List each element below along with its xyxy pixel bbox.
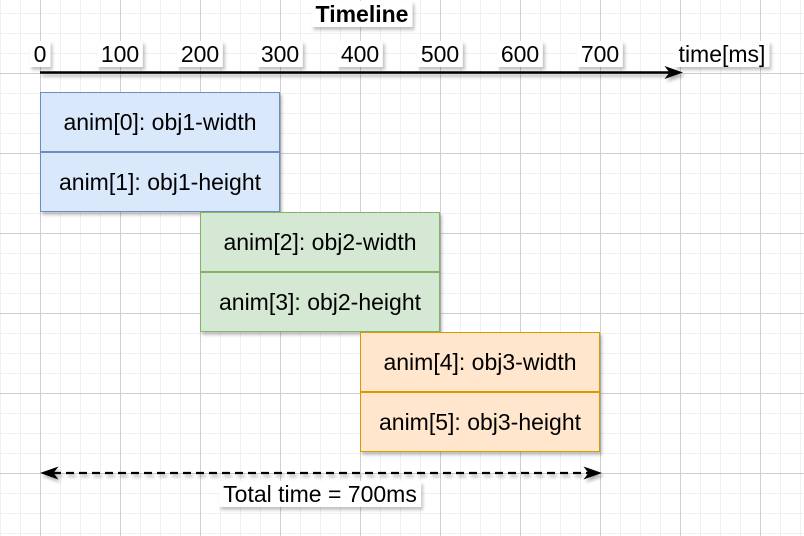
total-time-left-arrowhead-icon xyxy=(40,466,59,480)
total-time-right-arrowhead-icon xyxy=(583,466,602,480)
axis-tick-label: 700 xyxy=(576,41,624,68)
time-axis-arrowhead-icon xyxy=(664,66,683,79)
axis-tick-label: 300 xyxy=(256,41,304,68)
axis-tick-label: 600 xyxy=(496,41,544,68)
bar-label: anim[0]: obj1-width xyxy=(63,108,257,135)
timeline-bar[interactable]: anim[2]: obj2-width xyxy=(200,212,440,272)
axis-tick-label: 400 xyxy=(336,41,384,68)
axis-unit-label: time[ms] xyxy=(674,41,770,68)
timeline-bar[interactable]: anim[5]: obj3-height xyxy=(360,392,600,452)
axis-tick-label: 100 xyxy=(96,41,144,68)
bar-label: anim[4]: obj3-width xyxy=(383,348,577,375)
timeline-bar[interactable]: anim[4]: obj3-width xyxy=(360,332,600,392)
axis-tick-label: 200 xyxy=(176,41,224,68)
total-time-label: Total time = 700ms xyxy=(219,481,421,508)
diagram-title: Timeline xyxy=(311,1,413,28)
axis-tick-label: 0 xyxy=(29,41,51,68)
time-axis-arrow[interactable] xyxy=(40,66,683,79)
timeline-bar[interactable]: anim[3]: obj2-height xyxy=(200,272,440,332)
bar-label: anim[2]: obj2-width xyxy=(223,228,417,255)
timeline-bar[interactable]: anim[0]: obj1-width xyxy=(40,92,280,152)
axis-tick-label: 500 xyxy=(416,41,464,68)
bar-label: anim[3]: obj2-height xyxy=(218,288,421,315)
total-time-arrow[interactable] xyxy=(40,466,602,480)
bar-label: anim[5]: obj3-height xyxy=(378,408,581,435)
bar-label: anim[1]: obj1-height xyxy=(58,168,261,195)
timeline-bar[interactable]: anim[1]: obj1-height xyxy=(40,152,280,212)
